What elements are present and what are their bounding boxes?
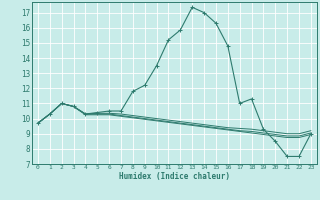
X-axis label: Humidex (Indice chaleur): Humidex (Indice chaleur): [119, 172, 230, 181]
